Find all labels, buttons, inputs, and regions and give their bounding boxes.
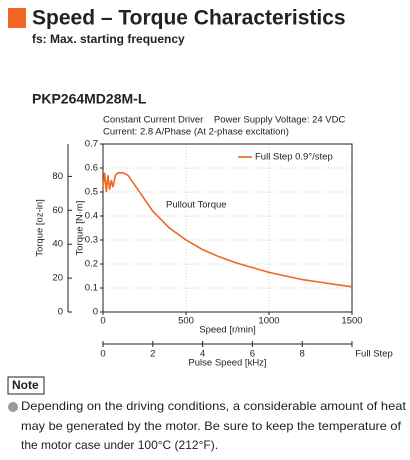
y-tick-label: 0.4	[85, 211, 98, 222]
y2-label: Torque [oz-in]	[35, 199, 46, 257]
x2-tick-label: 2	[150, 349, 155, 360]
y-tick-label: 0.7	[85, 139, 98, 150]
x2-tick-label: 4	[200, 349, 205, 360]
y2-tick-label: 80	[52, 171, 63, 182]
subtitle: fs: Max. starting frequency	[32, 32, 185, 46]
y-tick-label: 0.1	[85, 283, 98, 294]
legend-label: Full Step 0.9°/step	[255, 152, 333, 163]
y2-tick-label: 40	[52, 239, 63, 250]
title-marker	[8, 8, 26, 28]
x-tick-label: 500	[178, 316, 194, 327]
y-tick-label: 0	[93, 307, 98, 318]
note-box	[7, 376, 45, 395]
x2-tick-label: 0	[100, 349, 105, 360]
y2-tick-label: 0	[58, 307, 63, 318]
annotation: Pullout Torque	[166, 200, 227, 211]
condition: Current: 2.8 A/Phase (At 2-phase excitat…	[103, 127, 289, 138]
note-label: Note	[12, 378, 39, 392]
x-tick-label: 1500	[341, 316, 362, 327]
x-tick-label: 1000	[258, 316, 279, 327]
y-tick-label: 0.5	[85, 187, 98, 198]
x-tick-label: 0	[100, 316, 105, 327]
y-tick-label: 0.6	[85, 163, 98, 174]
y-tick-label: 0.3	[85, 235, 98, 246]
model: PKP264MD28M-L	[32, 91, 147, 107]
y2-tick-label: 60	[52, 205, 63, 216]
y-label: Torque [N·m]	[75, 201, 86, 256]
series-line	[102, 172, 353, 288]
x2-tick-label: 8	[300, 349, 305, 360]
x2-label: Pulse Speed [kHz]	[188, 358, 266, 369]
title: Speed – Torque Characteristics	[32, 7, 346, 30]
note-text: may be generated by the motor. Be sure t…	[21, 419, 402, 433]
y2-tick-label: 20	[52, 273, 63, 284]
y-tick-label: 0.2	[85, 259, 98, 270]
note-text: the motor case under 100°C (212°F).	[21, 438, 218, 452]
bullet	[8, 402, 18, 412]
x-label: Speed [r/min]	[199, 325, 256, 336]
plot-frame	[102, 143, 353, 313]
note-text: Depending on the driving conditions, a c…	[21, 399, 407, 413]
condition: Constant Current Driver Power Supply Vol…	[103, 115, 346, 126]
x2-tick-label: Full Step	[355, 349, 393, 360]
x2-tick-label: 6	[250, 349, 255, 360]
